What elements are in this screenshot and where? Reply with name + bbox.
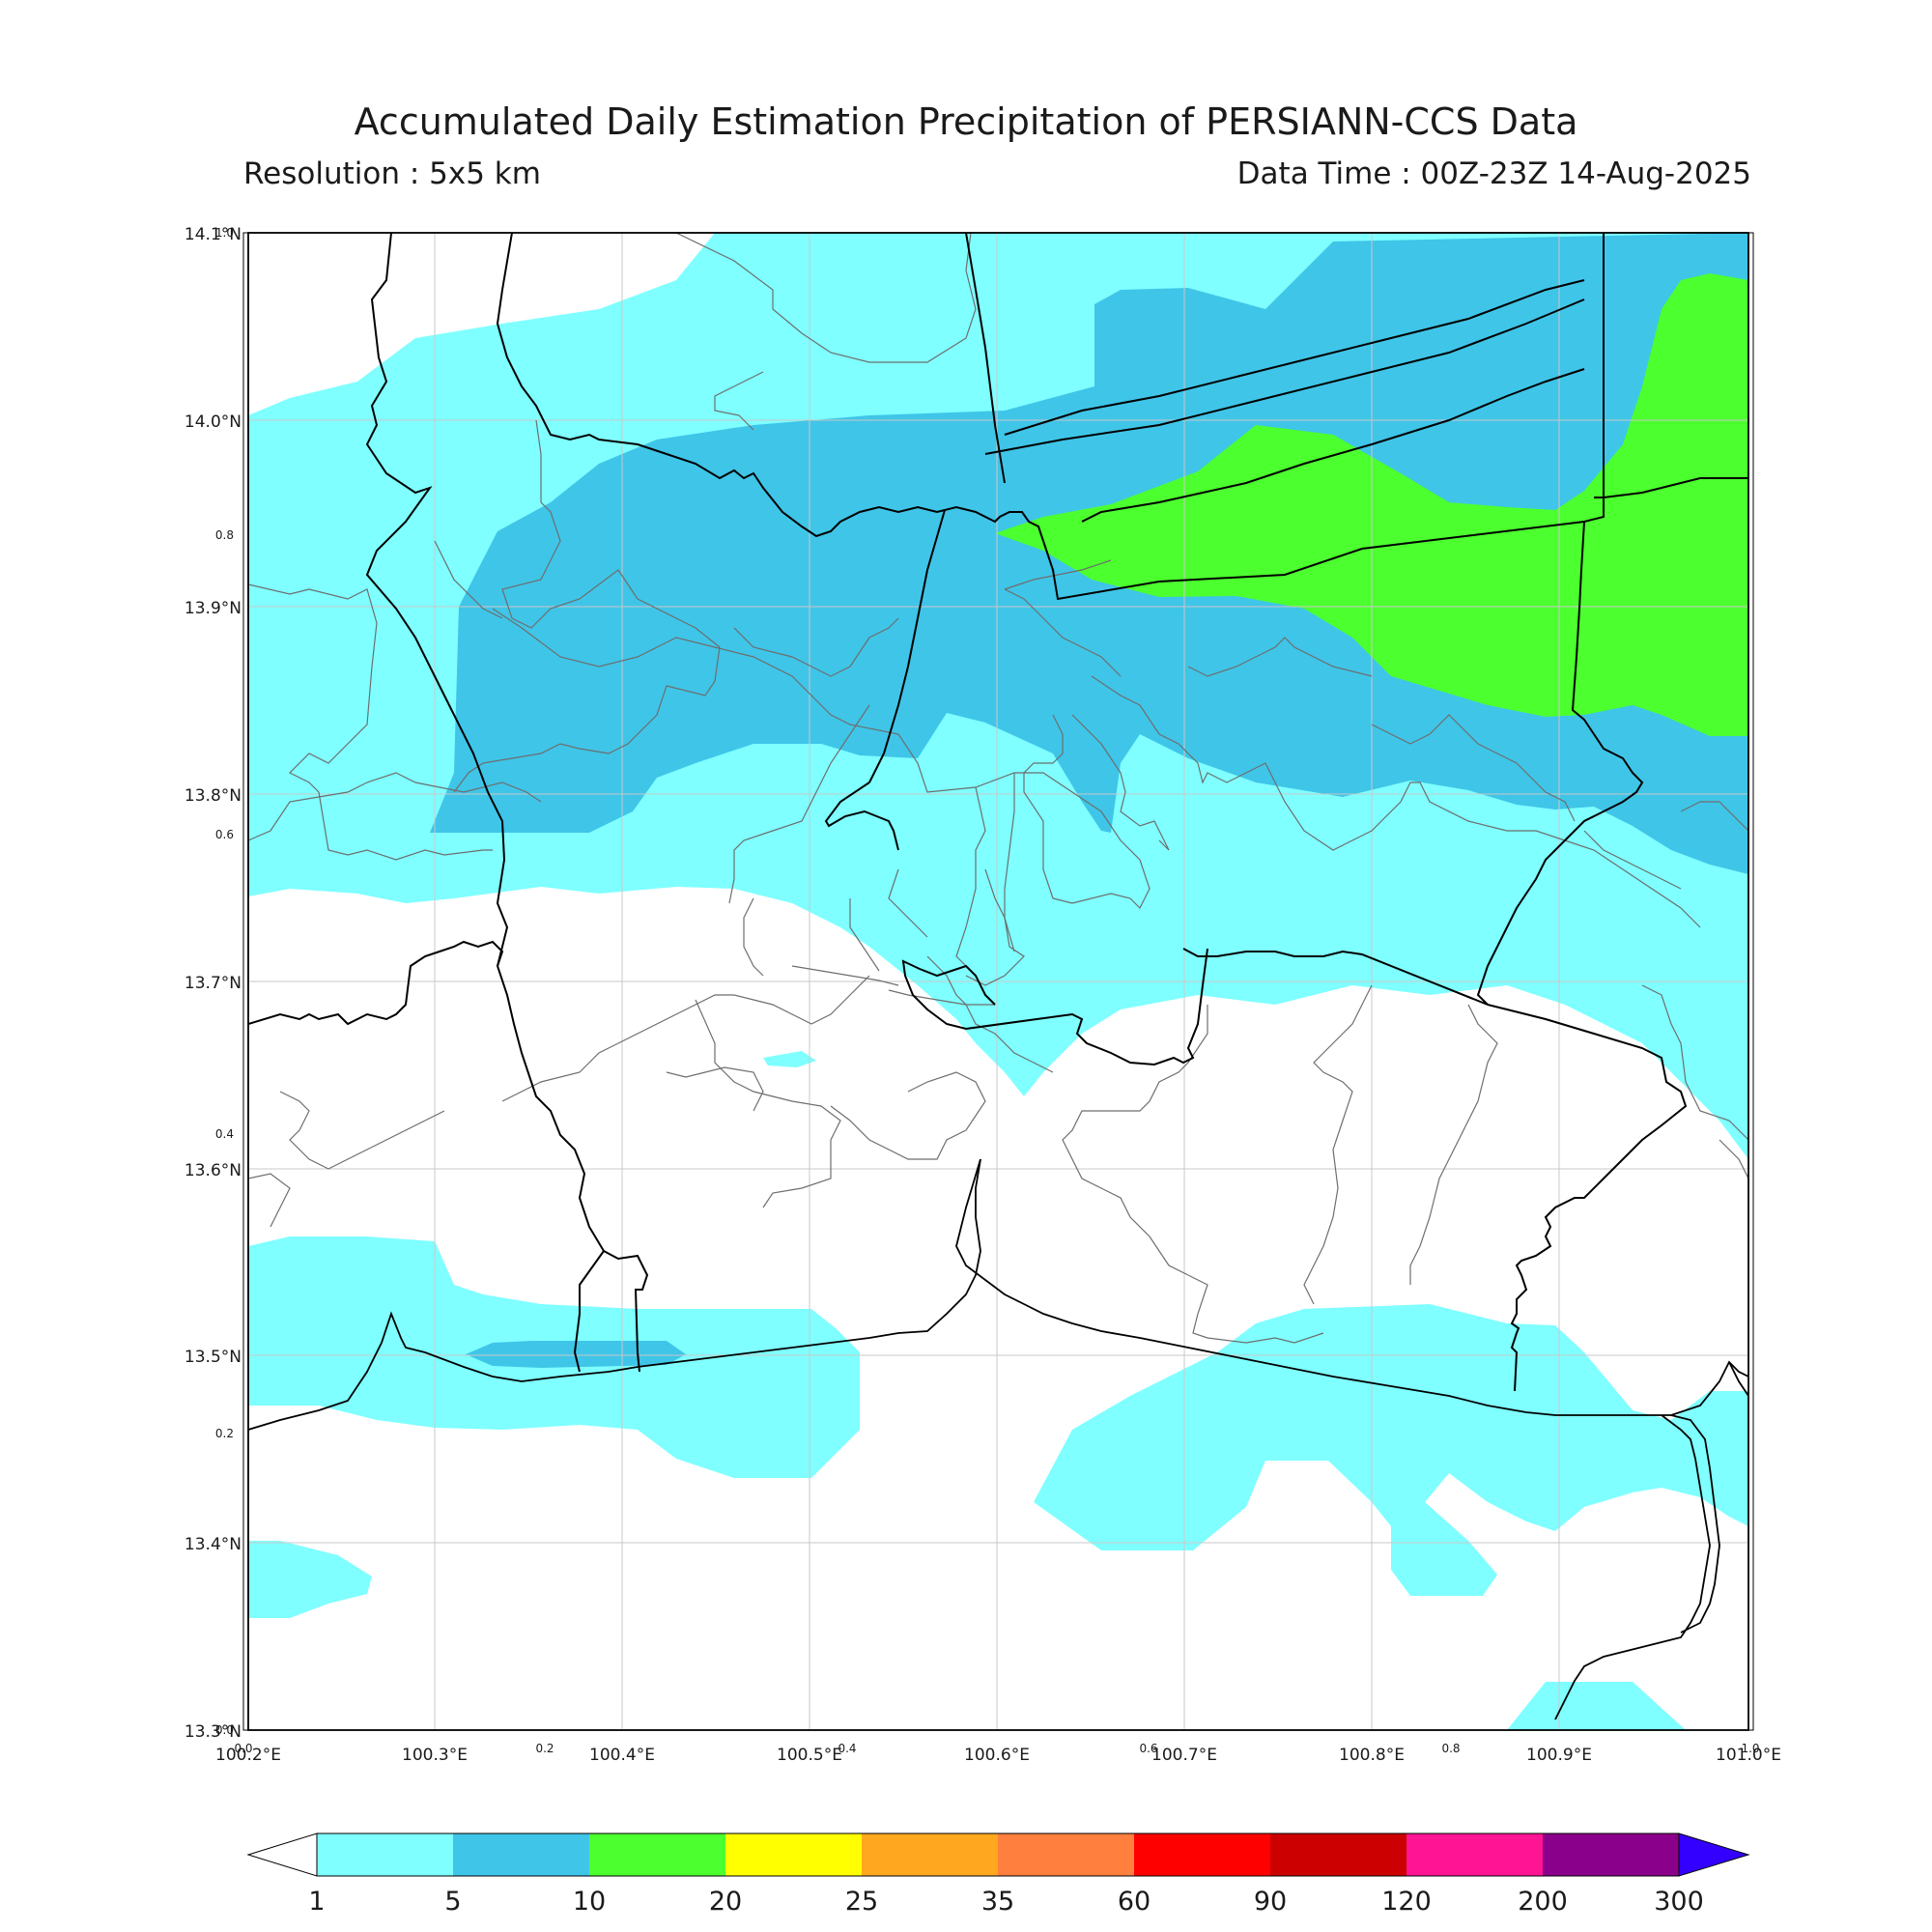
colorbar-label: 120 xyxy=(1381,1887,1432,1917)
colorbar-segment xyxy=(1543,1833,1679,1876)
lat-label: 13.8°N xyxy=(185,786,242,806)
colorbar-segment xyxy=(998,1833,1134,1876)
colorbar-labels: 1 5 10 20 25 35 60 90 120 200 300 xyxy=(308,1887,1703,1917)
colorbar-segment xyxy=(1406,1833,1543,1876)
lat-label: 13.7°N xyxy=(185,974,242,993)
inner-y-tick: 0.2 xyxy=(215,1427,234,1440)
colorbar-label: 10 xyxy=(573,1887,606,1917)
colorbar-segment xyxy=(862,1833,998,1876)
lon-label: 100.2°E xyxy=(215,1746,281,1765)
rain-field-1-5-bottom xyxy=(1507,1682,1686,1730)
inner-x-tick: 0.8 xyxy=(1441,1742,1460,1755)
inner-x-tick: 0.2 xyxy=(535,1742,554,1755)
colorbar-high-extend xyxy=(1678,1833,1750,1877)
lat-label: 13.9°N xyxy=(185,599,242,618)
lat-label: 14.0°N xyxy=(185,412,242,432)
colorbar-label: 200 xyxy=(1518,1887,1568,1917)
inner-x-tick: 1.0 xyxy=(1741,1742,1759,1755)
inner-frame xyxy=(242,232,1754,1731)
colorbar-label: 20 xyxy=(709,1887,742,1917)
inner-y-tick: 0.4 xyxy=(215,1127,234,1141)
colorbar-outline xyxy=(316,1833,1680,1877)
inner-y-tick: 0.6 xyxy=(215,828,234,841)
colorbar-segment xyxy=(589,1833,725,1876)
lon-label: 100.3°E xyxy=(402,1746,468,1765)
colorbar-segment xyxy=(1270,1833,1406,1876)
colorbar-segment xyxy=(453,1833,589,1876)
lon-label: 100.8°E xyxy=(1339,1746,1405,1765)
inner-x-tick: 0.0 xyxy=(234,1742,252,1755)
lon-label: 100.9°E xyxy=(1526,1746,1592,1765)
province-boundaries xyxy=(248,233,1748,1392)
gridlines xyxy=(248,233,1748,1730)
inner-y-ticks: 1.0 0.8 0.6 0.4 0.2 0.0 xyxy=(215,226,234,1737)
inner-y-tick: 1.0 xyxy=(215,226,234,240)
colorbar-segment xyxy=(1134,1833,1270,1876)
inner-x-tick: 0.4 xyxy=(838,1742,856,1755)
lon-label: 101.0°E xyxy=(1716,1746,1781,1765)
data-time-label: Data Time : 00Z-23Z 14-Aug-2025 xyxy=(1236,156,1751,191)
colorbar-label: 5 xyxy=(444,1887,461,1917)
colorbar-segment xyxy=(317,1833,453,1876)
rain-field-1-5-west xyxy=(248,1541,372,1618)
colorbar-label: 35 xyxy=(981,1887,1014,1917)
rain-field-small-patch xyxy=(763,1051,816,1067)
longitude-labels: 100.2°E 100.3°E 100.4°E 100.5°E 100.6°E … xyxy=(215,1746,1781,1765)
lat-label: 13.6°N xyxy=(185,1161,242,1180)
lon-label: 100.5°E xyxy=(777,1746,842,1765)
resolution-label: Resolution : 5x5 km xyxy=(243,156,541,191)
coastline xyxy=(248,1158,1748,1720)
lat-label: 13.4°N xyxy=(185,1535,242,1554)
latitude-labels: 14.1°N 14.0°N 13.9°N 13.8°N 13.7°N 13.6°… xyxy=(185,225,242,1742)
chart-title: Accumulated Daily Estimation Precipitati… xyxy=(354,100,1578,143)
colorbar-segments xyxy=(317,1833,1679,1876)
inner-x-ticks: 0.0 0.2 0.4 0.6 0.8 1.0 xyxy=(234,1742,1759,1755)
inner-y-tick: 0.0 xyxy=(215,1723,234,1737)
lon-label: 100.7°E xyxy=(1151,1746,1217,1765)
colorbar: 1 5 10 20 25 35 60 90 120 200 300 xyxy=(246,1833,1750,1917)
colorbar-label: 300 xyxy=(1654,1887,1704,1917)
lat-label: 14.1°N xyxy=(185,225,242,244)
district-boundaries xyxy=(248,233,1748,1344)
inner-x-tick: 0.6 xyxy=(1139,1742,1157,1755)
colorbar-label: 1 xyxy=(308,1887,325,1917)
colorbar-segment xyxy=(725,1833,862,1876)
lat-label: 13.5°N xyxy=(185,1348,242,1367)
inner-y-tick: 0.8 xyxy=(215,528,234,542)
lon-label: 100.6°E xyxy=(964,1746,1030,1765)
precipitation-fields xyxy=(248,233,1748,1730)
colorbar-label: 25 xyxy=(845,1887,878,1917)
lat-label: 13.3°N xyxy=(185,1722,242,1742)
colorbar-label: 60 xyxy=(1118,1887,1151,1917)
colorbar-low-extend xyxy=(246,1833,318,1877)
colorbar-label: 90 xyxy=(1254,1887,1287,1917)
rain-field-1-5-southeast xyxy=(1034,1304,1748,1596)
lon-label: 100.4°E xyxy=(589,1746,655,1765)
